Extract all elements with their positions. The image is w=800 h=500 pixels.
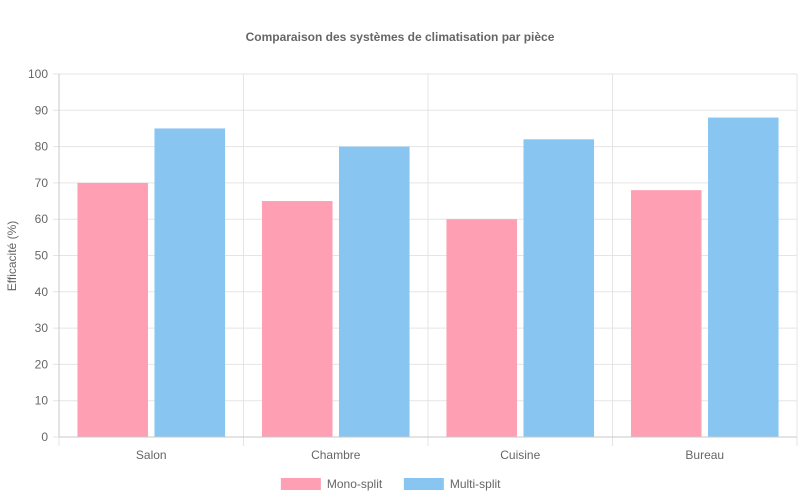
- y-tick-label: 50: [35, 249, 49, 263]
- bar-mono-split-salon[interactable]: [77, 182, 149, 437]
- bar-multi-split-salon[interactable]: [154, 128, 226, 437]
- legend-label: Mono-split: [327, 477, 383, 491]
- legend-item-multi-split[interactable]: Multi-split: [403, 477, 501, 491]
- legend: Mono-split Multi-split: [280, 477, 501, 491]
- y-tick-label: 70: [35, 176, 49, 190]
- legend-swatch: [403, 478, 444, 490]
- bar-multi-split-bureau[interactable]: [707, 117, 779, 437]
- y-tick-label: 100: [28, 67, 48, 81]
- bar-mono-split-chambre[interactable]: [261, 201, 333, 437]
- y-tick-label: 80: [35, 140, 49, 154]
- x-tick-label: Bureau: [685, 448, 724, 462]
- legend-label: Multi-split: [450, 477, 501, 491]
- chart-title: Comparaison des systèmes de climatisatio…: [246, 30, 555, 44]
- y-axis-title: Efficacité (%): [5, 221, 19, 291]
- y-tick-label: 30: [35, 321, 49, 335]
- legend-item-mono-split[interactable]: Mono-split: [280, 477, 383, 491]
- y-tick-label: 10: [35, 394, 49, 408]
- bar-multi-split-cuisine[interactable]: [523, 139, 595, 437]
- y-tick-label: 20: [35, 357, 49, 371]
- y-tick-label: 60: [35, 212, 49, 226]
- axes-layer: 0 10 20 30 40 50 60 70 80 90 100 Salon Chambre Cuisin…: [28, 67, 797, 462]
- y-tick-label: 90: [35, 103, 49, 117]
- bars-layer: [77, 117, 779, 437]
- x-tick-label: Salon: [136, 448, 167, 462]
- x-tick-label: Chambre: [311, 448, 361, 462]
- bar-mono-split-cuisine[interactable]: [446, 219, 518, 437]
- bar-mono-split-bureau[interactable]: [630, 190, 702, 437]
- x-tick-label: Cuisine: [500, 448, 540, 462]
- bar-multi-split-chambre[interactable]: [338, 146, 410, 437]
- legend-swatch: [280, 478, 321, 490]
- y-tick-label: 40: [35, 285, 49, 299]
- y-tick-label: 0: [41, 430, 48, 444]
